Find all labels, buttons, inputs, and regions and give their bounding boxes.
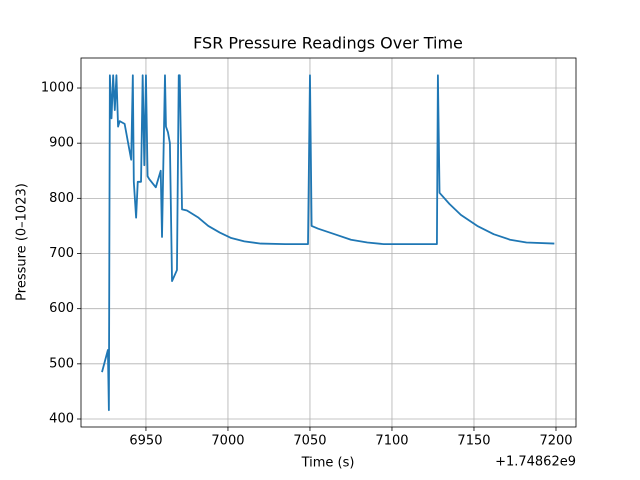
data-line	[101, 74, 555, 412]
x-tick-label: 7000	[211, 434, 244, 449]
plot-frame	[80, 57, 577, 428]
x-axis-label: Time (s)	[301, 456, 355, 471]
x-offset-label: +1.74862e9	[495, 455, 576, 470]
x-tick-label: 6950	[129, 434, 162, 449]
y-tick-label: 600	[49, 301, 74, 316]
y-tick-label: 500	[49, 356, 74, 371]
y-axis-label: Pressure (0–1023)	[15, 183, 30, 301]
y-tick-label: 1000	[41, 81, 74, 96]
y-tick-label: 800	[49, 191, 74, 206]
x-tick-label: 7200	[539, 434, 572, 449]
x-tick-label: 7100	[375, 434, 408, 449]
x-tick-label: 7050	[293, 434, 326, 449]
x-tick-label: 7150	[457, 434, 490, 449]
y-tick-label: 700	[49, 246, 74, 261]
y-tick-label: 900	[49, 136, 74, 151]
chart-title: FSR Pressure Readings Over Time	[193, 34, 463, 53]
y-tick-label: 400	[49, 412, 74, 427]
